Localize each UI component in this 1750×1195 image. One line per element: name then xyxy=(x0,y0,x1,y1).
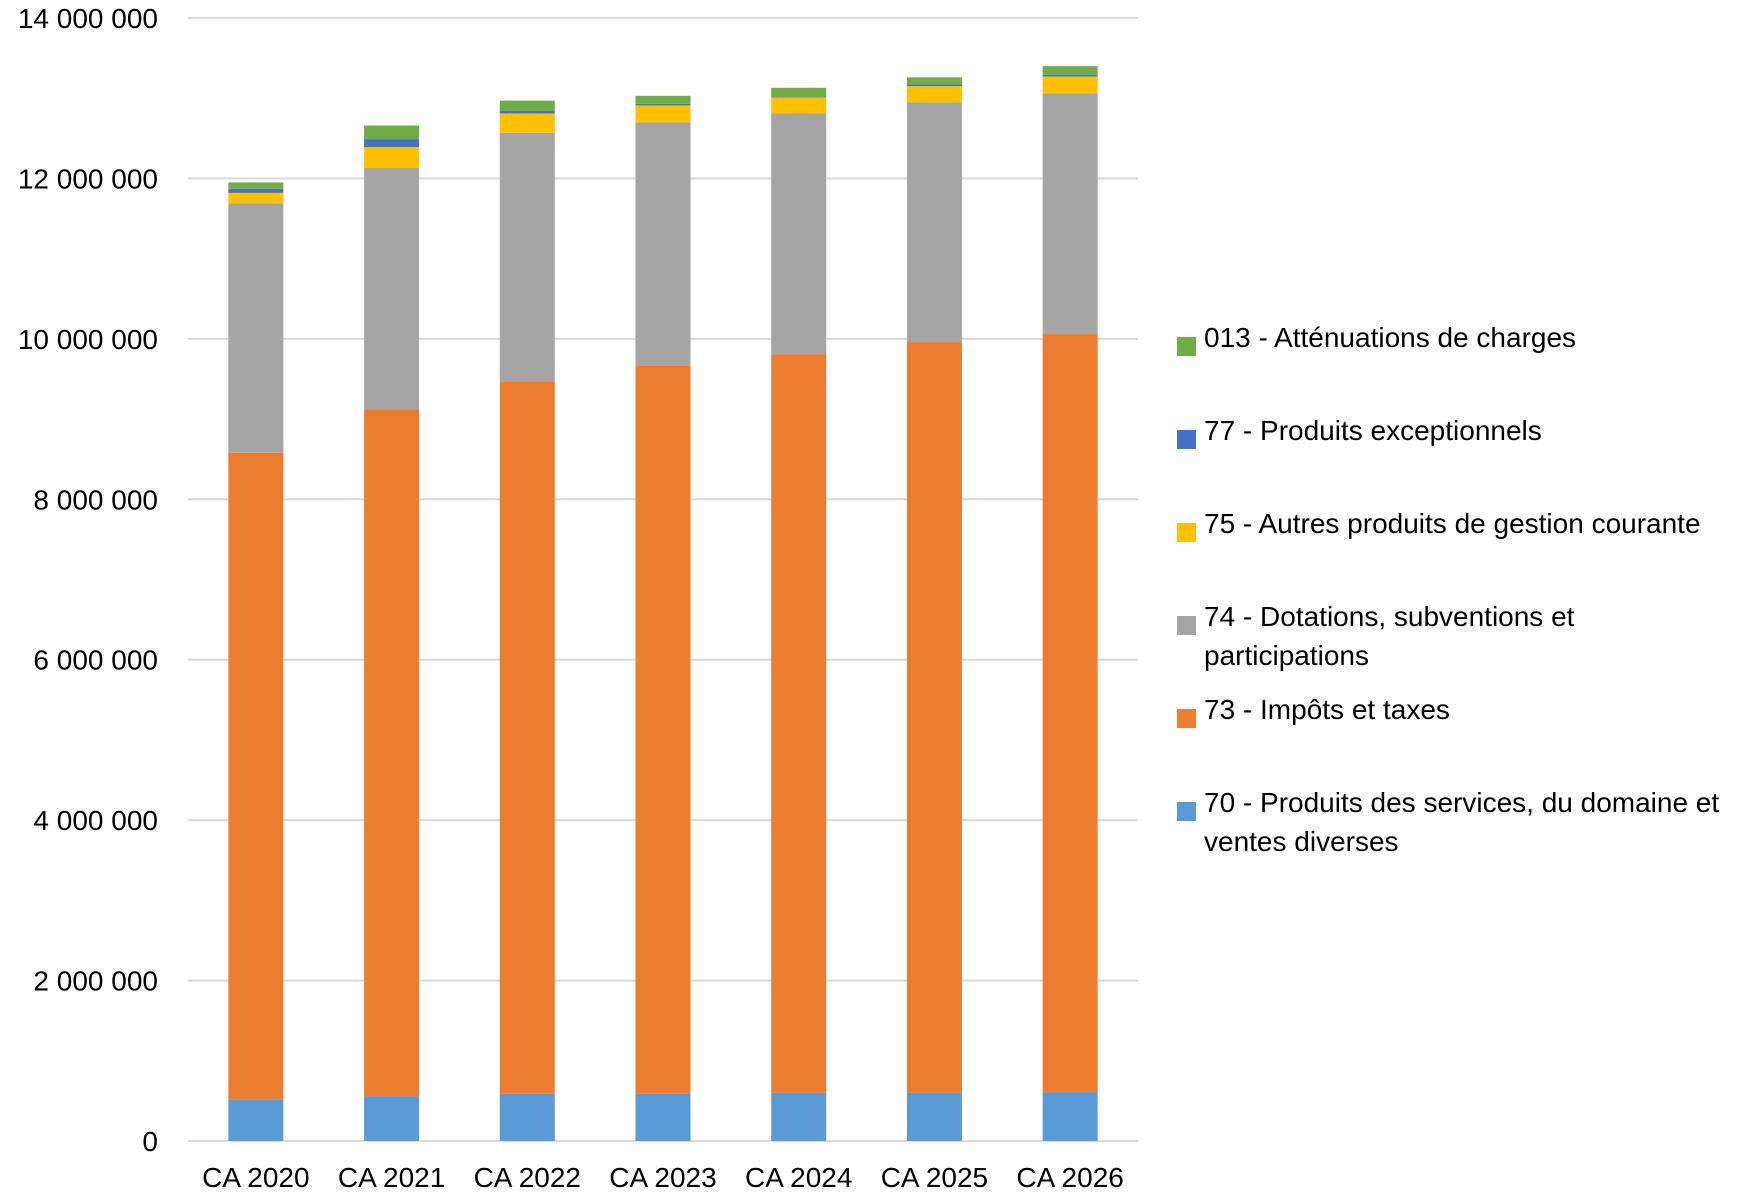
x-axis-category-labels: CA 2020 CA 2021 CA 2022 CA 2023 CA 2024 CA 20… xyxy=(202,1162,1124,1193)
bar-stack xyxy=(635,95,691,1141)
bar-segment xyxy=(228,203,284,453)
x-tick-label: CA 2025 xyxy=(881,1162,988,1193)
bar-segment xyxy=(635,105,691,123)
bar-segment xyxy=(499,381,555,1094)
bar-segment xyxy=(771,96,827,98)
bar-stack xyxy=(906,77,962,1141)
bar-stack xyxy=(228,182,284,1141)
bar-segment xyxy=(228,192,284,204)
legend-item: 73 - Impôts et taxes xyxy=(1177,690,1742,783)
chart-legend: 013 - Atténuations de charges 77 - Produi… xyxy=(1177,318,1742,876)
y-tick-label: 8 000 000 xyxy=(33,484,158,515)
y-tick-label: 0 xyxy=(142,1126,158,1157)
bar-segment xyxy=(364,125,420,140)
legend-swatch xyxy=(1177,523,1196,542)
bar-segment xyxy=(1042,74,1098,77)
bar-segment xyxy=(499,111,555,114)
x-tick-label: CA 2022 xyxy=(474,1162,581,1193)
bar-stack xyxy=(499,100,555,1141)
bar-stacks xyxy=(228,66,1098,1141)
bar-segment xyxy=(635,1093,691,1141)
legend-swatch xyxy=(1177,430,1196,449)
x-tick-label: CA 2021 xyxy=(338,1162,445,1193)
bar-segment xyxy=(771,97,827,114)
bar-segment xyxy=(364,139,420,148)
bar-segment xyxy=(906,86,962,103)
bar-stack xyxy=(364,125,420,1141)
bar-segment xyxy=(1042,76,1098,94)
bar-stack xyxy=(1042,66,1098,1141)
legend-label: 77 - Produits exceptionnels xyxy=(1204,415,1542,446)
bar-segment xyxy=(228,188,284,193)
x-tick-label: CA 2026 xyxy=(1016,1162,1123,1193)
bar-segment xyxy=(499,100,555,112)
y-tick-label: 4 000 000 xyxy=(33,805,158,836)
y-tick-label: 6 000 000 xyxy=(33,645,158,676)
legend-item: 77 - Produits exceptionnels xyxy=(1177,411,1742,504)
legend-swatch xyxy=(1177,337,1196,356)
y-tick-label: 2 000 000 xyxy=(33,966,158,997)
x-tick-label: CA 2024 xyxy=(745,1162,852,1193)
bar-segment xyxy=(906,102,962,343)
bar-segment xyxy=(364,147,420,169)
bar-segment xyxy=(1042,334,1098,1093)
legend-item: 013 - Atténuations de charges xyxy=(1177,318,1742,411)
legend-item: 74 - Dotations, subventions et participa… xyxy=(1177,597,1742,690)
bar-segment xyxy=(771,1092,827,1141)
legend-label: 013 - Atténuations de charges xyxy=(1204,322,1577,353)
legend-label: 74 - Dotations, subventions et participa… xyxy=(1204,601,1575,671)
bar-segment xyxy=(499,1093,555,1141)
bar-segment xyxy=(228,182,284,189)
bar-segment xyxy=(364,409,420,1097)
legend-item: 75 - Autres produits de gestion courante xyxy=(1177,504,1742,597)
bar-segment xyxy=(499,132,555,382)
bar-segment xyxy=(635,365,691,1094)
bar-segment xyxy=(906,77,962,85)
x-tick-label: CA 2023 xyxy=(609,1162,716,1193)
bar-segment xyxy=(635,122,691,366)
y-tick-label: 12 000 000 xyxy=(18,163,158,194)
bar-segment xyxy=(1042,93,1098,335)
bar-segment xyxy=(771,87,827,97)
bar-segment xyxy=(906,1092,962,1141)
y-axis-tick-labels: 0 2 000 000 4 000 000 6 000 000 8 000 000 10 … xyxy=(18,3,158,1157)
bar-segment xyxy=(1042,1092,1098,1141)
bar-segment xyxy=(364,1096,420,1141)
legend-item: 70 - Produits des services, du domaine e… xyxy=(1177,783,1742,876)
legend-swatch xyxy=(1177,616,1196,635)
x-tick-label: CA 2020 xyxy=(202,1162,309,1193)
bar-segment xyxy=(906,342,962,1093)
bar-segment xyxy=(771,113,827,355)
legend-swatch xyxy=(1177,802,1196,821)
bar-segment xyxy=(771,354,827,1093)
bar-segment xyxy=(635,95,691,104)
y-tick-label: 14 000 000 xyxy=(18,3,158,34)
bar-segment xyxy=(1042,66,1098,75)
legend-label: 75 - Autres produits de gestion courante xyxy=(1204,508,1701,539)
y-tick-label: 10 000 000 xyxy=(18,324,158,355)
bar-segment xyxy=(228,452,284,1100)
bar-segment xyxy=(906,84,962,87)
legend-label: 70 - Produits des services, du domaine e… xyxy=(1204,787,1720,857)
bar-segment xyxy=(499,113,555,133)
bar-stack xyxy=(771,87,827,1141)
bar-segment xyxy=(364,168,420,410)
legend-swatch xyxy=(1177,709,1196,728)
bar-segment xyxy=(635,103,691,106)
legend-label: 73 - Impôts et taxes xyxy=(1204,694,1450,725)
bar-segment xyxy=(228,1099,284,1141)
